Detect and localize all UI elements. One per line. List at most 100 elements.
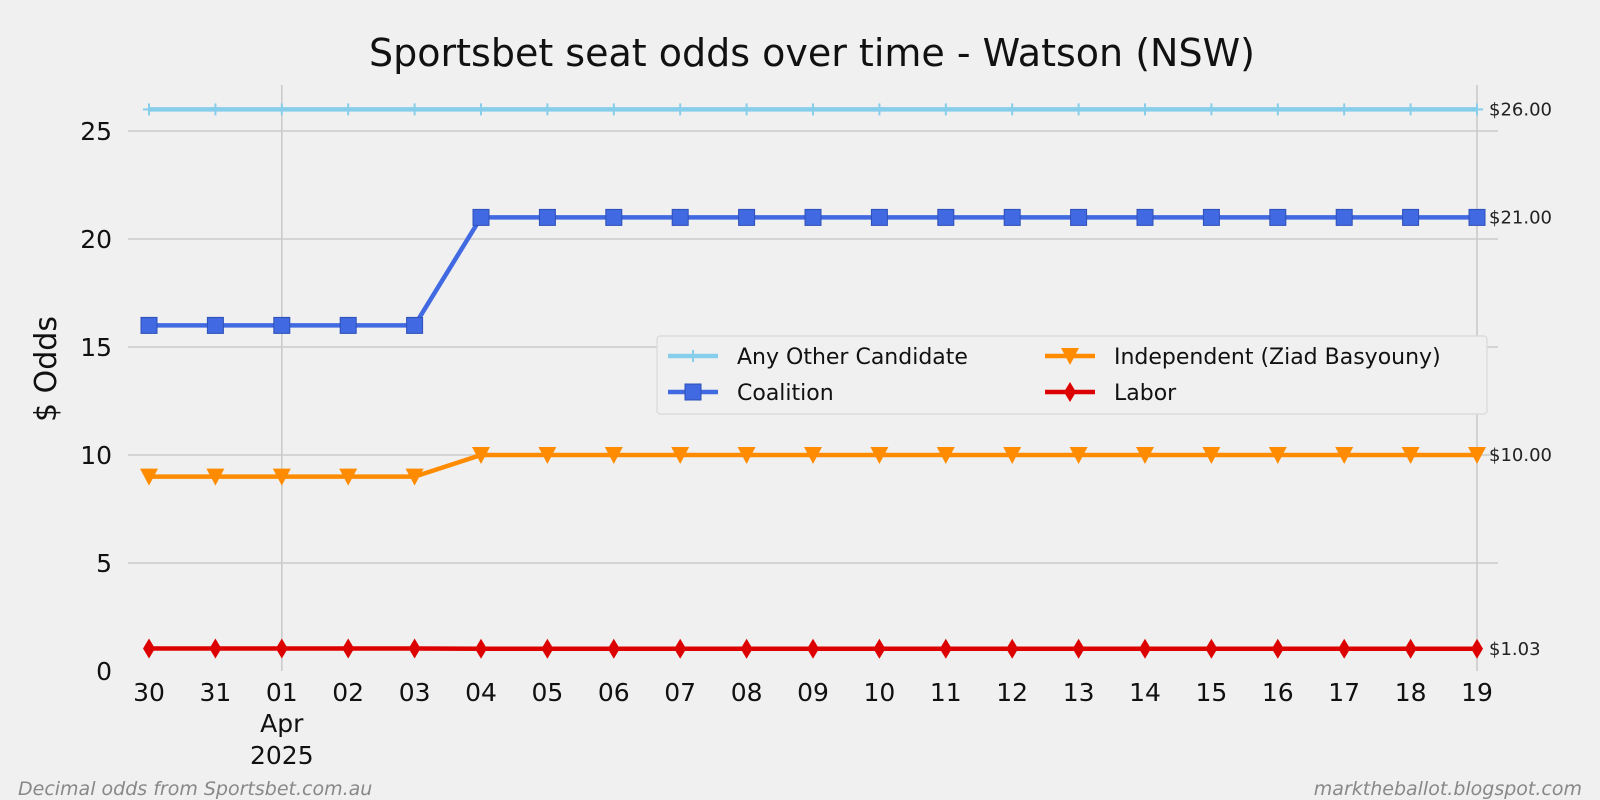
x-month-label: Apr (260, 709, 304, 738)
chart-title: Sportsbet seat odds over time - Watson (… (369, 31, 1255, 75)
data-point (870, 208, 888, 226)
data-point (1072, 103, 1085, 116)
footer-credit: marktheballot.blogspot.com (1314, 778, 1582, 800)
data-point (1070, 208, 1088, 226)
x-tick-label: 16 (1262, 678, 1294, 707)
data-point (870, 447, 889, 464)
data-point (339, 468, 358, 486)
data-point (671, 208, 689, 226)
data-point (1139, 638, 1151, 659)
footer-source: Decimal odds from Sportsbet.com.au (18, 778, 372, 800)
x-tick-label: 14 (1129, 678, 1161, 707)
data-point (405, 468, 424, 486)
data-point (342, 638, 355, 659)
data-point (1069, 447, 1088, 464)
y-axis-ticks: 0 5 10 15 20 25 (80, 117, 112, 686)
data-point (1139, 103, 1151, 116)
x-tick-label: 11 (930, 678, 962, 707)
x-tick-label: 09 (797, 678, 829, 707)
series-any-other-candidate (143, 103, 1483, 116)
data-point (1468, 208, 1486, 226)
end-value-label: $26.00 (1489, 99, 1552, 120)
legend-label: Labor (1114, 381, 1177, 406)
data-point (1271, 638, 1284, 659)
data-point (408, 103, 421, 116)
legend: Any Other Candidate Coalition Independent … (656, 335, 1488, 415)
legend-item: Independent (Ziad Basyouny) (1045, 345, 1441, 370)
legend-box (656, 335, 1488, 415)
data-point (1471, 638, 1483, 659)
legend-swatch-marker (1064, 382, 1076, 402)
y-tick-label: 15 (80, 333, 112, 362)
data-point (275, 103, 288, 116)
data-point (738, 208, 756, 226)
x-tick-label: 01 (266, 678, 298, 707)
data-point (1202, 447, 1221, 464)
data-point (1271, 103, 1284, 116)
data-point (475, 638, 487, 659)
data-point (143, 103, 155, 116)
data-point (1335, 447, 1354, 464)
data-point (1072, 638, 1085, 659)
data-point (538, 447, 557, 464)
data-point (939, 103, 952, 116)
data-point (1468, 447, 1486, 464)
x-tick-label: 10 (863, 678, 895, 707)
data-point (273, 316, 291, 334)
data-point (1404, 103, 1417, 116)
data-point (275, 638, 288, 659)
data-point (1003, 208, 1021, 226)
data-point (1471, 103, 1483, 116)
data-point (1003, 447, 1022, 464)
x-tick-label: 30 (133, 678, 165, 707)
legend-item: Coalition (668, 381, 834, 406)
data-point (1136, 447, 1154, 464)
end-value-label: $1.03 (1489, 639, 1541, 660)
data-point (1205, 638, 1218, 659)
end-value-label: $21.00 (1489, 207, 1552, 228)
x-year-label: 2025 (250, 741, 314, 770)
data-point (1268, 447, 1287, 464)
data-point (1401, 447, 1420, 464)
legend-label: Coalition (737, 381, 834, 406)
x-tick-label: 07 (664, 678, 696, 707)
data-point (1404, 638, 1417, 659)
data-point (342, 103, 355, 116)
data-point (140, 468, 158, 486)
data-point (541, 103, 554, 116)
data-point (605, 208, 623, 226)
x-tick-label: 18 (1395, 678, 1427, 707)
data-point (408, 638, 421, 659)
data-point (873, 638, 886, 659)
data-point (737, 447, 756, 464)
legend-item: Labor (1045, 381, 1177, 406)
series-coalition (140, 208, 1486, 334)
x-tick-label: 04 (465, 678, 497, 707)
series-labor (143, 638, 1483, 659)
legend-label: Any Other Candidate (737, 345, 968, 370)
data-point (209, 638, 222, 659)
data-point (1335, 208, 1353, 226)
data-point (740, 103, 753, 116)
data-point (140, 316, 158, 334)
data-point (671, 447, 690, 464)
x-tick-label: 08 (731, 678, 763, 707)
data-point (206, 468, 225, 486)
legend-swatch-marker (687, 350, 699, 362)
data-point (1202, 208, 1220, 226)
data-point (339, 316, 357, 334)
y-tick-label: 25 (80, 117, 112, 146)
data-point (936, 447, 955, 464)
data-point (209, 103, 222, 116)
y-tick-label: 10 (80, 441, 112, 470)
data-point (206, 316, 224, 334)
data-point (1338, 103, 1351, 116)
data-point (807, 638, 819, 659)
x-tick-label: 15 (1195, 678, 1227, 707)
data-point (1402, 208, 1420, 226)
data-point (472, 447, 490, 464)
data-point (674, 638, 687, 659)
data-point (1338, 638, 1351, 659)
y-axis-label: $ Odds (29, 316, 64, 422)
